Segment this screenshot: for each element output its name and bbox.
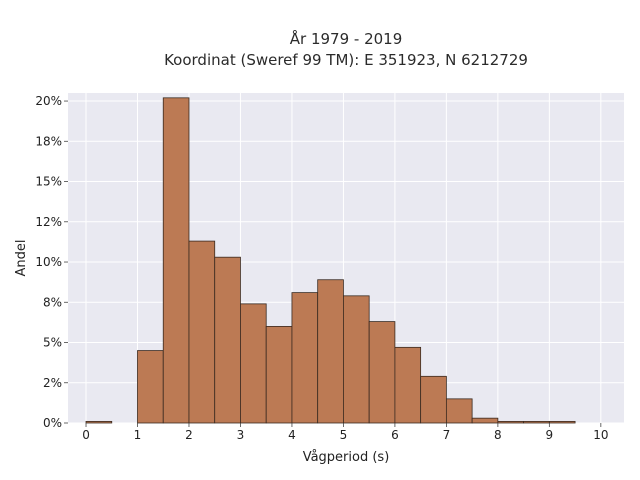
chart-title-line-2: Koordinat (Sweref 99 TM): E 351923, N 62… bbox=[164, 51, 528, 69]
y-axis-label: Andel bbox=[14, 240, 29, 277]
x-tick-label: 7 bbox=[443, 428, 451, 442]
x-tick-label: 0 bbox=[82, 428, 90, 442]
y-tick-label: 5% bbox=[43, 336, 62, 350]
histogram-bar bbox=[420, 375, 447, 424]
x-tick-label: 4 bbox=[288, 428, 296, 442]
x-tick-label: 8 bbox=[494, 428, 502, 442]
x-axis-label: Vågperiod (s) bbox=[303, 450, 390, 465]
x-tick-label: 2 bbox=[185, 428, 193, 442]
histogram-bar bbox=[368, 321, 396, 424]
x-tick-label: 10 bbox=[593, 428, 608, 442]
histogram-bar bbox=[240, 303, 267, 424]
histogram-bar bbox=[188, 240, 216, 424]
histogram-bar bbox=[471, 417, 499, 424]
x-tick-label: 9 bbox=[546, 428, 554, 442]
histogram-bar bbox=[137, 350, 164, 424]
y-axis-ticks: 0% 2% 5% 8% 10% 12% 15% 18% 20% bbox=[35, 94, 68, 430]
histogram-bar bbox=[85, 420, 113, 424]
histogram-bar bbox=[343, 295, 370, 424]
x-tick-label: 6 bbox=[391, 428, 399, 442]
y-tick-label: 10% bbox=[35, 255, 62, 269]
y-tick-label: 2% bbox=[43, 376, 62, 390]
x-tick-label: 3 bbox=[237, 428, 245, 442]
histogram-bar bbox=[265, 326, 293, 424]
y-tick-label: 20% bbox=[35, 94, 62, 108]
y-tick-label: 18% bbox=[35, 134, 62, 148]
histogram-bar bbox=[291, 292, 319, 424]
y-tick-label: 12% bbox=[35, 215, 62, 229]
histogram-bar bbox=[445, 398, 473, 424]
y-tick-label: 15% bbox=[35, 175, 62, 189]
x-tick-label: 1 bbox=[134, 428, 142, 442]
y-tick-label: 8% bbox=[43, 295, 62, 309]
histogram-bar bbox=[214, 256, 241, 424]
x-axis-ticks: 0 1 2 3 4 5 6 7 8 9 10 bbox=[82, 423, 608, 442]
bars-group bbox=[85, 97, 576, 424]
histogram-bar bbox=[523, 420, 550, 424]
histogram-bar bbox=[317, 279, 344, 424]
histogram-bar bbox=[497, 420, 525, 424]
histogram-bar bbox=[548, 420, 576, 424]
x-tick-label: 5 bbox=[340, 428, 348, 442]
chart-title-line-1: År 1979 - 2019 bbox=[289, 30, 403, 48]
histogram-bar bbox=[162, 97, 190, 424]
histogram-bar bbox=[394, 346, 422, 424]
y-tick-label: 0% bbox=[43, 416, 62, 430]
